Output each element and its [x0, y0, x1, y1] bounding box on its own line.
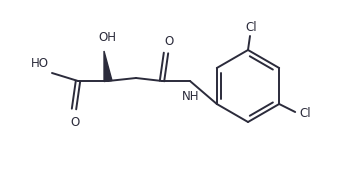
Polygon shape	[104, 51, 112, 81]
Text: O: O	[70, 116, 80, 129]
Text: HO: HO	[31, 57, 49, 70]
Text: Cl: Cl	[299, 106, 311, 120]
Text: OH: OH	[98, 31, 116, 44]
Text: NH: NH	[182, 90, 200, 103]
Text: O: O	[164, 35, 174, 48]
Text: Cl: Cl	[245, 21, 257, 34]
